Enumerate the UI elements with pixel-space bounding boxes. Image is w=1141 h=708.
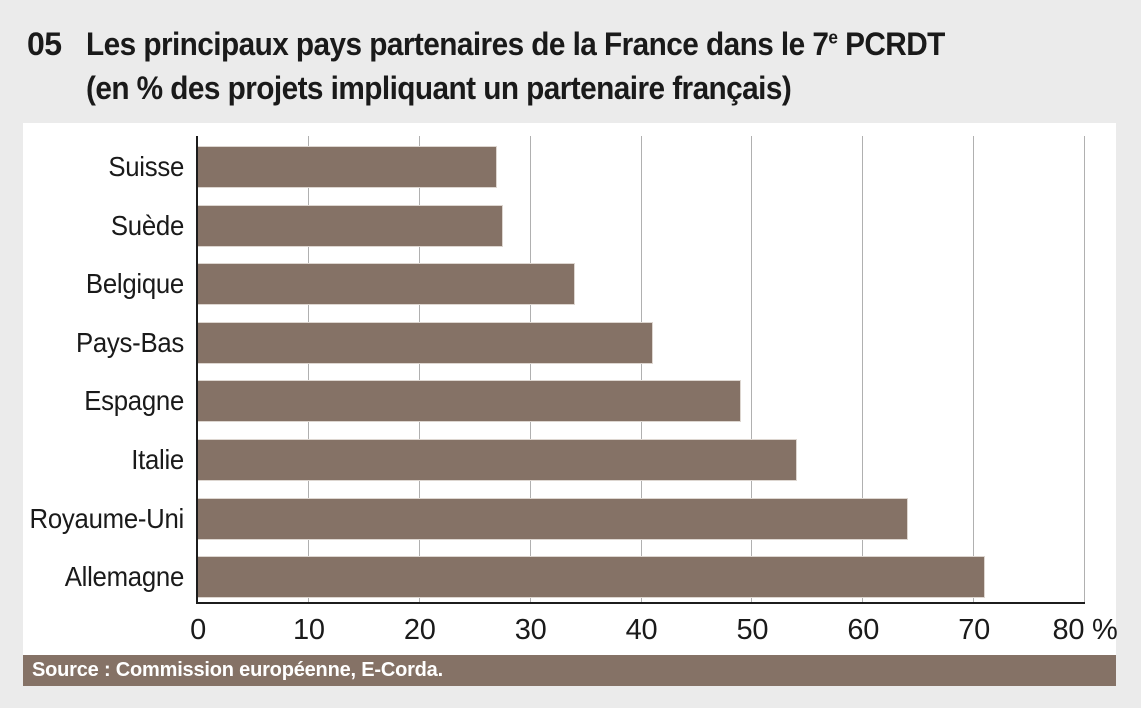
x-tick-label-60: 60	[847, 614, 880, 646]
source-bar: Source : Commission européenne, E-Corda.	[23, 655, 1116, 686]
figure-header: 05 Les principaux pays partenaires de la…	[27, 22, 1009, 110]
gridline-60	[862, 136, 864, 602]
bar-italie	[198, 439, 797, 481]
bar-royaume-uni	[198, 497, 908, 540]
title-superscript: e	[828, 26, 838, 48]
bar-allemagne	[198, 556, 986, 599]
source-text: Source : Commission européenne, E-Corda.	[32, 659, 443, 681]
category-label-suisse: Suisse	[108, 151, 184, 182]
gridline-80	[1084, 136, 1085, 602]
bar-espagne	[198, 380, 742, 423]
x-tick-label-30: 30	[514, 614, 547, 646]
x-tick-label-10: 10	[293, 614, 325, 646]
figure-number: 05	[27, 26, 62, 62]
category-label-royaume-uni: Royaume-Uni	[29, 502, 185, 534]
title-text-prefix: Les principaux pays partenaires de la Fr…	[86, 26, 829, 62]
category-labels: Suisse Suède Belgique Pays-Bas Espagne Italie…	[23, 136, 185, 604]
figure-title-line-1: Les principaux pays partenaires de la Fr…	[86, 22, 945, 66]
category-label-allemagne: Allemagne	[64, 561, 185, 593]
bar-suisse	[198, 146, 498, 188]
x-axis-ticks: 0 10 20 30 40 50 60 70 80 %	[190, 614, 1118, 646]
bar-pays-bas	[198, 321, 653, 364]
gridline-20	[418, 136, 420, 602]
gridline-40	[640, 136, 642, 602]
gridline-70	[973, 136, 975, 602]
x-tick-label-70: 70	[958, 614, 990, 646]
bar-belgique	[198, 263, 575, 306]
x-tick-label-0: 0	[190, 614, 206, 646]
x-tick-label-50: 50	[736, 614, 769, 646]
x-tick-label-80: 80 %	[1052, 614, 1118, 646]
category-label-su-de: Suède	[110, 209, 184, 241]
gridline-50	[751, 136, 753, 602]
plot-area: 0 10 20 30 40 50 60 70 80 %	[190, 136, 1118, 646]
title-text-suffix: PCRDT	[837, 26, 945, 62]
figure-title-line-2: (en % des projets impliquant un partenai…	[86, 70, 792, 106]
bar-su-de	[198, 204, 503, 247]
figure-title: Les principaux pays partenaires de la Fr…	[86, 22, 1009, 110]
x-tick-label-40: 40	[625, 614, 658, 646]
category-label-belgique: Belgique	[85, 268, 184, 300]
gridline-10	[307, 136, 309, 602]
gridline-30	[529, 136, 531, 602]
category-label-espagne: Espagne	[84, 385, 184, 417]
category-label-pays-bas: Pays-Bas	[75, 326, 184, 358]
category-label-italie: Italie	[131, 444, 184, 475]
x-tick-label-20: 20	[403, 614, 436, 646]
chart-panel: Suisse Suède Belgique Pays-Bas Espagne Italie…	[23, 123, 1118, 655]
